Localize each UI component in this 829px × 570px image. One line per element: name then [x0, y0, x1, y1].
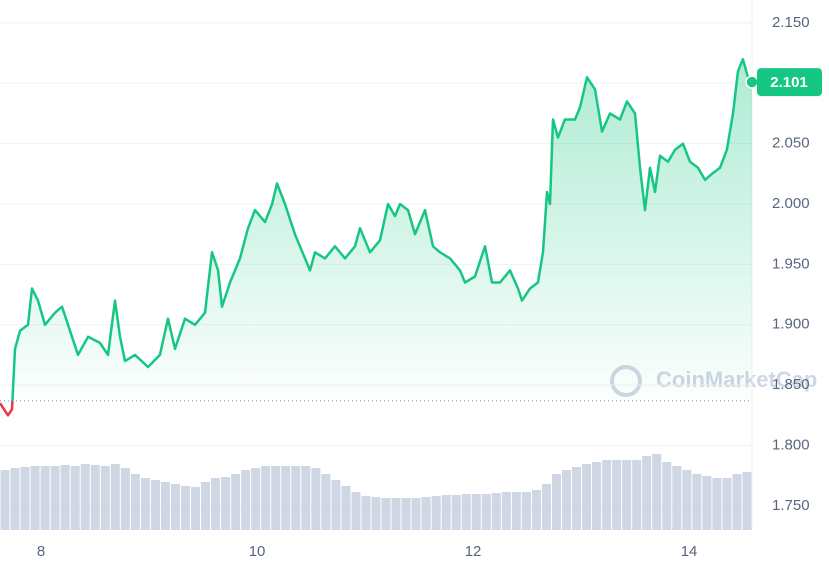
volume-bar — [521, 492, 531, 530]
volume-bar — [311, 468, 321, 530]
volume-bar — [541, 484, 551, 530]
volume-bar — [481, 494, 491, 530]
volume-bar — [251, 468, 261, 530]
volume-bar — [140, 478, 150, 530]
volume-bar — [221, 477, 231, 530]
volume-bar — [401, 498, 411, 530]
y-tick-label: 2.050 — [772, 135, 810, 152]
volume-bar — [261, 466, 271, 530]
y-tick-label: 1.800 — [772, 436, 810, 453]
volume-bar — [341, 486, 351, 530]
volume-bar — [642, 456, 652, 530]
x-tick-label: 12 — [465, 543, 482, 560]
volume-bar — [622, 460, 632, 530]
volume-bar — [130, 474, 140, 530]
volume-bar — [211, 478, 221, 530]
volume-bar — [652, 454, 662, 530]
volume-bar — [90, 465, 100, 530]
volume-bar — [110, 464, 120, 530]
volume-bar — [612, 460, 622, 530]
volume-bar — [672, 466, 682, 530]
price-label-bg — [757, 68, 822, 97]
volume-bar — [592, 462, 602, 530]
y-tick-label: 1.900 — [772, 316, 810, 333]
volume-bar — [712, 478, 722, 530]
volume-bar — [70, 466, 80, 530]
volume-bar — [100, 466, 110, 530]
volume-bar — [471, 494, 481, 530]
volume-bar — [20, 467, 30, 530]
volume-bar — [692, 474, 702, 530]
volume-bar — [80, 464, 90, 530]
volume-bar — [511, 492, 521, 530]
volume-bar — [281, 466, 291, 530]
volume-bar — [170, 484, 180, 530]
volume-bar — [191, 487, 201, 530]
volume-bar — [501, 492, 511, 530]
volume-bar — [381, 498, 391, 530]
volume-bar — [180, 486, 191, 530]
y-tick-label: 1.850 — [772, 376, 810, 393]
y-tick-label: 2.150 — [772, 14, 810, 31]
volume-bar — [531, 490, 541, 530]
volume-bar — [160, 482, 170, 530]
volume-bar — [301, 466, 311, 530]
volume-bar — [632, 460, 642, 530]
volume-bar — [361, 496, 371, 530]
x-tick-label: 10 — [249, 543, 266, 560]
volume-bar — [120, 468, 130, 530]
volume-bar — [321, 474, 331, 530]
volume-bar — [10, 468, 20, 530]
volume-bar — [40, 466, 50, 530]
price-area — [0, 59, 752, 416]
last-point — [745, 75, 759, 89]
volume-bar — [60, 465, 70, 530]
volume-bar — [582, 464, 592, 530]
y-tick-label: 1.750 — [772, 497, 810, 514]
volume-bar — [331, 480, 341, 530]
volume-bar — [201, 482, 211, 530]
volume-bar — [662, 462, 672, 530]
y-tick-label: 2.000 — [772, 195, 810, 212]
volume-bar — [0, 470, 10, 530]
volume-bar — [722, 478, 732, 530]
volume-bar — [241, 470, 251, 530]
volume-bar — [291, 466, 301, 530]
volume-bar — [451, 495, 461, 530]
volume-bar — [732, 474, 742, 530]
volume-bar — [551, 474, 561, 530]
volume-bar — [431, 496, 441, 530]
volume-bar — [150, 480, 160, 530]
volume-bar — [572, 467, 582, 530]
volume-bar — [682, 470, 692, 530]
volume-bar — [351, 492, 361, 530]
volume-bar — [271, 466, 281, 530]
volume-bar — [491, 493, 501, 530]
volume-bar — [742, 472, 752, 530]
volume-bar — [391, 498, 401, 530]
volume-bar — [371, 497, 381, 530]
x-tick-label: 8 — [37, 543, 45, 560]
volume-bar — [30, 466, 40, 530]
volume-bar — [411, 498, 421, 530]
price-line — [0, 57, 753, 417]
volume-bar — [602, 460, 612, 530]
volume-bar — [421, 497, 431, 530]
volume-bar — [461, 494, 471, 530]
y-tick-label: 1.950 — [772, 255, 810, 272]
price-label: 2.101 — [770, 74, 808, 91]
volume-bar — [231, 474, 241, 530]
volume-bar — [561, 470, 572, 530]
volume-bar — [441, 495, 451, 530]
x-tick-label: 14 — [681, 543, 698, 560]
volume-bar — [50, 466, 60, 530]
volume-bar — [702, 476, 712, 530]
